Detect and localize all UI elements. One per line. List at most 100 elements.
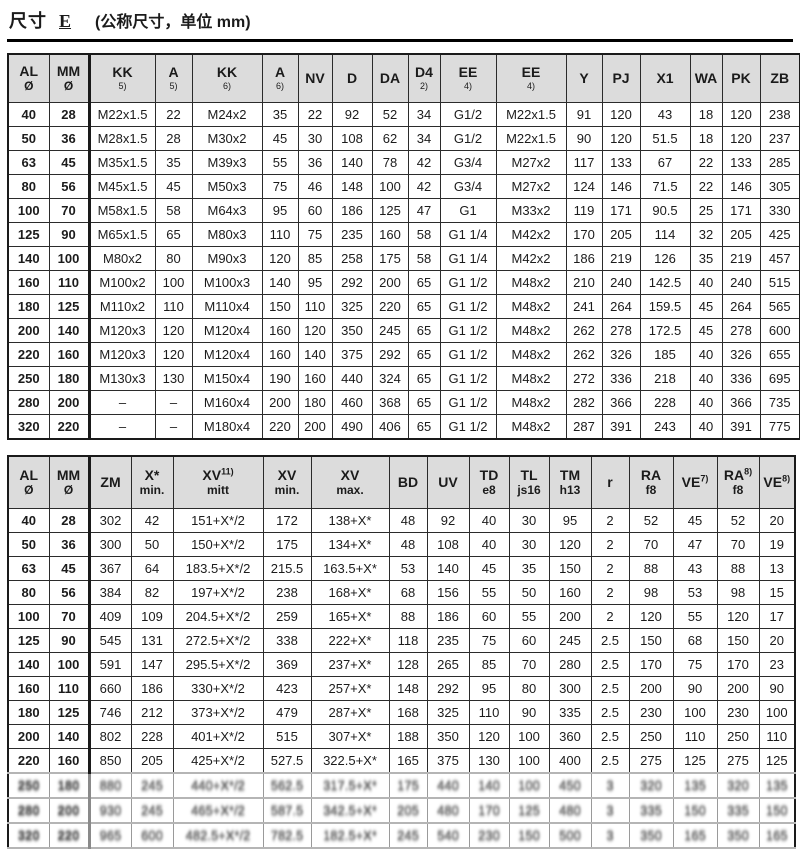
cell: 259 [262,604,312,629]
cell: 600 [130,822,174,849]
cell: 140 [331,150,373,175]
column-header: X1 [639,53,691,103]
cell: 180 [7,294,50,319]
cell: 384 [88,580,132,605]
table-row: 80 56 M45x1.5 45 M50x3 75 46 148 100 42 G3/4 M27x2 1… [7,174,800,199]
cell: 100 [508,772,550,799]
cell: M48x2 [495,390,567,415]
cell: 90 [565,126,603,151]
cell: 280 [7,390,50,415]
cell: 53 [388,556,428,581]
cell: 58 [154,198,193,223]
cell: 565 [759,294,800,319]
cell: 62 [371,126,409,151]
cell: 125 [508,797,550,824]
cell: 200 [48,797,91,824]
cell: 369 [262,652,312,677]
cell: 185 [639,342,691,367]
cell: 34 [407,126,441,151]
column-header: EE 4) [495,53,567,103]
cell: 80 [7,174,50,199]
cell: 375 [331,342,373,367]
cell: 110 [468,700,510,725]
cell: 63 [7,556,50,581]
cell: G1 1/2 [439,366,497,391]
cell: 23 [758,652,796,677]
cell: 220 [48,414,91,440]
cell: 125 [371,198,409,223]
cell: 230 [716,700,760,725]
cell: 140 [7,652,50,677]
cell: 51.5 [639,126,691,151]
cell: 90.5 [639,198,691,223]
cell: 735 [759,390,800,415]
cell: 391 [601,414,641,440]
cell: 98 [716,580,760,605]
cell: 482.5+X*/2 [172,822,264,849]
cell: 170 [628,652,674,677]
cell: 100 [508,748,550,774]
cell: 150+X*/2 [172,532,264,557]
cell: 160 [48,748,91,774]
cell: 108 [426,532,470,557]
table-row: 140 100 M80x2 80 M90x3 120 85 258 175 58 G1 1/4 M42… [7,246,800,271]
cell: 147 [130,652,174,677]
cell: 545 [88,628,132,653]
cell: 148 [388,676,428,701]
table-row: 50 36 M28x1.5 28 M30x2 45 30 108 62 34 G1/2 M22x1.5… [7,126,800,151]
cell: 140 [426,556,470,581]
cell: 250 [7,366,50,391]
cell: 92 [331,102,373,127]
cell: 75 [261,174,299,199]
cell: 2.5 [590,676,630,701]
cell: 35 [261,102,299,127]
title-code: E [59,11,72,31]
cell: M39x3 [191,150,263,175]
cell: 220 [7,342,50,367]
cell: 55 [261,150,299,175]
cell: M22x1.5 [495,102,567,127]
cell: 70 [716,532,760,557]
cell: 125 [758,748,796,774]
cell: 220 [7,748,50,774]
column-header: XV max. [310,455,390,509]
cell: 200 [261,390,299,415]
cell: 40 [689,414,723,440]
cell: M180x4 [191,414,263,440]
column-header: ZM [88,455,132,509]
column-header: PK [721,53,761,103]
cell: 140 [468,772,510,799]
cell: G1 1/2 [439,270,497,295]
cell: G1/2 [439,102,497,127]
cell: 20 [758,628,796,653]
cell: 65 [407,342,441,367]
column-header: X* min. [130,455,174,509]
cell: 287 [565,414,603,440]
title-note: (公称尺寸，单位 mm) [95,14,251,31]
cell: 48 [388,532,428,557]
column-header: EE 4) [439,53,497,103]
cell: 160 [261,318,299,343]
cell: 326 [601,342,641,367]
column-header: TL js16 [508,455,550,509]
cell: 457 [759,246,800,271]
cell: 190 [261,366,299,391]
cell: 160 [548,580,592,605]
cell: M48x2 [495,318,567,343]
cell: 282 [565,390,603,415]
cell: 175 [388,772,428,799]
cell: 170 [565,222,603,247]
cell: 100 [371,174,409,199]
cell: 114 [639,222,691,247]
table-row: 50 36 300 50 150+X*/2 175 134+X* 48 108 40 30 120 2 7… [7,532,796,557]
cell: 151+X*/2 [172,508,264,533]
cell: 55 [468,580,510,605]
cell: 146 [721,174,761,199]
cell: 205 [721,222,761,247]
cell: 210 [565,270,603,295]
cell: M120x3 [88,318,156,343]
cell: 45 [261,126,299,151]
cell: 250 [628,724,674,749]
table-row: 160 110 M100x2 100 M100x3 140 95 292 200 65 G1 1/2… [7,270,800,295]
cell: 264 [601,294,641,319]
